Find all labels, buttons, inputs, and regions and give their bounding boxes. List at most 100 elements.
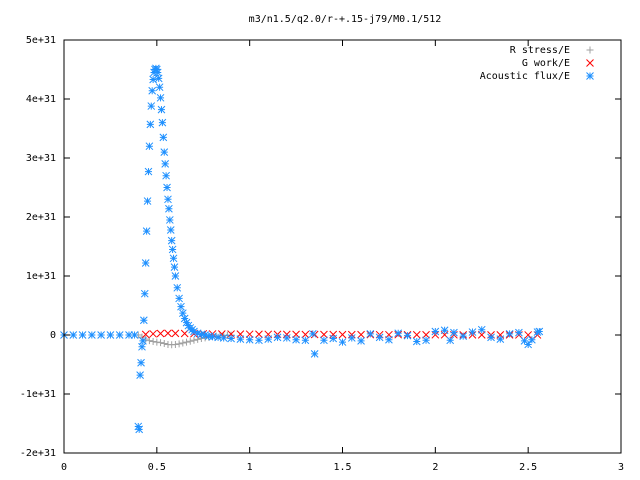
- data-point: [177, 302, 185, 311]
- x-tick-label: 3: [618, 462, 624, 473]
- data-point: [375, 333, 384, 342]
- data-point: [87, 331, 96, 339]
- data-point: [139, 337, 147, 345]
- data-point: [152, 65, 161, 74]
- x-tick-label: 1: [247, 462, 253, 473]
- data-point: [171, 272, 180, 280]
- data-point: [487, 333, 495, 342]
- data-point: [412, 337, 421, 346]
- data-point: [338, 330, 347, 339]
- data-point: [245, 335, 254, 344]
- data-point: [524, 340, 533, 349]
- data-point: [97, 331, 105, 339]
- data-point: [167, 236, 176, 245]
- data-point: [149, 337, 157, 345]
- data-point: [524, 331, 533, 339]
- data-point: [193, 329, 202, 338]
- data-point: [422, 330, 430, 339]
- data-point: [194, 335, 202, 343]
- data-point: [173, 283, 182, 292]
- data-point: [135, 425, 144, 434]
- data-point: [157, 339, 165, 347]
- data-point: [403, 331, 412, 340]
- data-point: [236, 335, 245, 343]
- data-point: [170, 263, 179, 272]
- data-point: [182, 318, 191, 327]
- data-point: [148, 86, 157, 95]
- data-point: [204, 332, 213, 341]
- data-point: [301, 336, 310, 345]
- data-point: [161, 160, 170, 168]
- data-point: [197, 330, 206, 339]
- data-point: [366, 329, 375, 338]
- data-point: [446, 336, 455, 345]
- x-tick-label: 2.5: [519, 462, 537, 473]
- data-layer: [60, 64, 544, 434]
- data-point: [138, 342, 146, 351]
- data-point: [149, 329, 157, 338]
- data-point: [310, 350, 319, 358]
- data-point: [282, 330, 291, 339]
- data-point: [520, 337, 529, 345]
- x-tick-label: 1.5: [333, 462, 351, 473]
- data-point: [155, 83, 164, 92]
- data-point: [320, 336, 328, 345]
- data-point: [140, 289, 149, 298]
- y-tick-label: 4e+31: [26, 94, 56, 105]
- data-point: [308, 329, 317, 338]
- data-point: [145, 337, 153, 345]
- data-point: [156, 329, 165, 338]
- data-point: [255, 336, 263, 345]
- y-tick-label: 1e+31: [26, 271, 56, 282]
- data-point: [158, 118, 167, 127]
- data-point: [175, 340, 183, 348]
- data-point: [165, 216, 174, 224]
- data-point: [159, 133, 168, 142]
- data-point: [154, 74, 163, 83]
- data-point: [142, 227, 151, 236]
- data-point: [146, 120, 155, 129]
- legend-entry-label: Acoustic flux/E: [480, 71, 570, 82]
- y-tick-label: 5e+31: [26, 35, 56, 46]
- data-point: [130, 331, 139, 339]
- data-point: [301, 330, 310, 339]
- y-tick-label: -1e+31: [20, 389, 56, 400]
- data-point: [422, 336, 430, 345]
- data-point: [273, 333, 282, 342]
- x-tick-label: 0: [61, 462, 67, 473]
- data-point: [515, 328, 523, 337]
- data-point: [264, 335, 273, 343]
- data-point: [535, 327, 544, 336]
- data-point: [153, 68, 162, 77]
- data-point: [183, 338, 191, 346]
- x-tick-label: 0.5: [148, 462, 166, 473]
- data-point: [440, 326, 449, 335]
- data-point: [219, 334, 228, 342]
- data-point: [163, 183, 171, 192]
- data-point: [179, 339, 187, 347]
- legend-marker: [586, 59, 594, 67]
- data-point: [153, 338, 161, 346]
- data-point: [459, 332, 468, 341]
- data-point: [214, 333, 222, 342]
- data-point: [156, 93, 165, 102]
- legend-marker: [586, 72, 594, 80]
- data-point: [147, 102, 156, 110]
- data-point: [329, 334, 338, 343]
- data-point: [208, 332, 217, 341]
- data-point: [468, 328, 477, 336]
- data-point: [145, 142, 154, 151]
- data-point: [190, 327, 198, 336]
- axes-layer: 0 0.5 1 1.5 2 2.5 3 -2e+31 -1e+31 0 1e+31 2e+31 3e+3…: [20, 35, 624, 473]
- data-point: [115, 331, 124, 339]
- data-point: [245, 330, 254, 339]
- data-point: [137, 358, 145, 367]
- data-point: [431, 327, 440, 336]
- legend-entry-label: G work/E: [522, 58, 570, 69]
- y-tick-label: -2e+31: [20, 448, 56, 459]
- data-point: [450, 328, 458, 337]
- data-point: [169, 254, 178, 263]
- data-point: [477, 325, 486, 334]
- data-point: [139, 316, 148, 325]
